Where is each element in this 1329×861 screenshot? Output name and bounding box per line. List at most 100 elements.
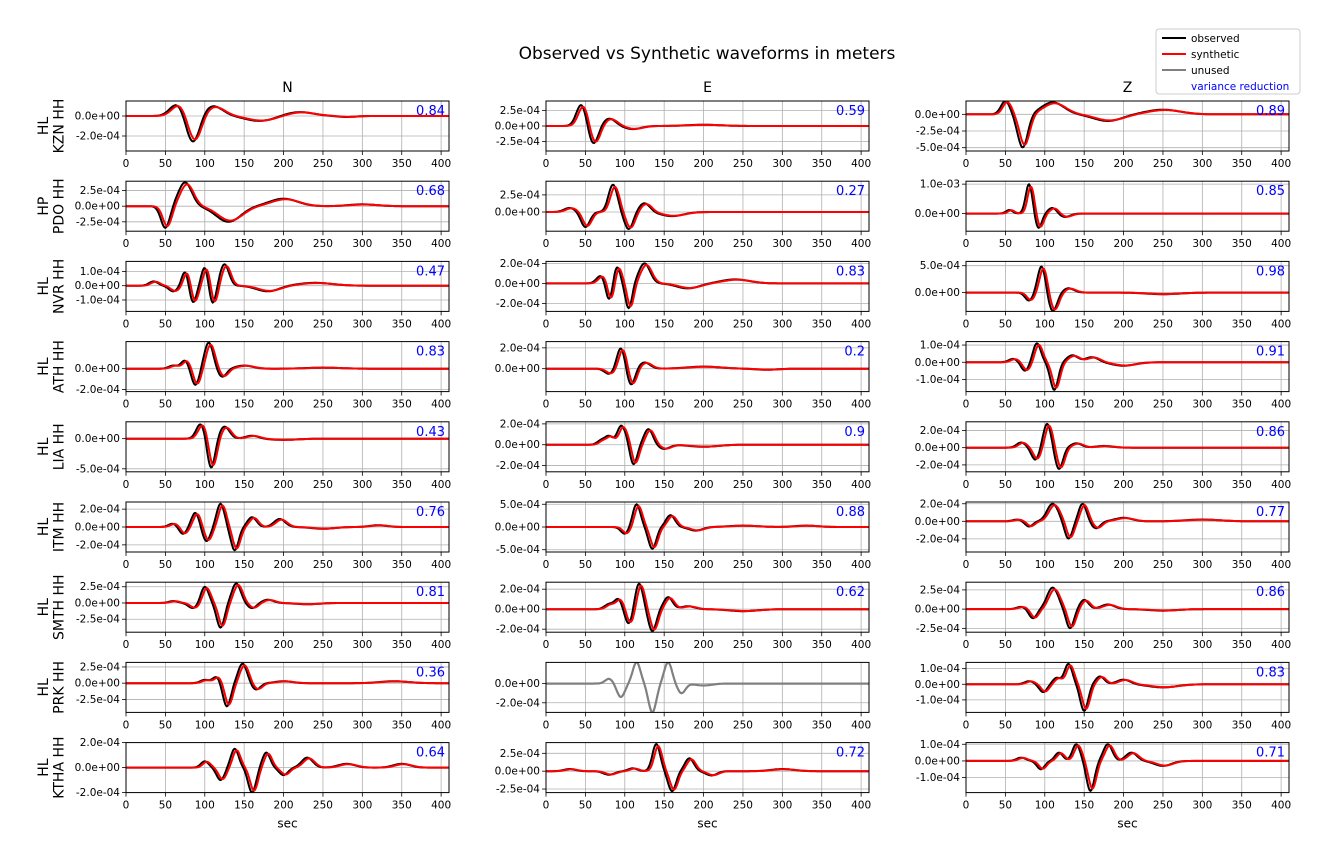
panel-frame: [545, 661, 870, 713]
variance-reduction-value: 0.43: [416, 425, 445, 440]
y-tick-label: -2.0e-04: [916, 533, 960, 545]
panel-3-e: 0 50 100 150 200 250 300 350 400 2.0e-04 0.0e+00 0.…: [495, 341, 871, 411]
x-tick-label: 200: [274, 399, 294, 411]
x-tick-label: 150: [654, 158, 674, 170]
y-tick-label: -2.0e-04: [916, 459, 960, 471]
x-tick-label: 250: [1153, 800, 1173, 812]
x-tick-label: 150: [654, 639, 674, 651]
x-tick-label: 300: [352, 158, 372, 170]
y-tick-label: 0.0e+00: [75, 280, 120, 292]
y-tick-label: 0.0e+00: [915, 287, 960, 299]
x-tick-label: 250: [313, 479, 333, 491]
x-tick-label: 250: [1153, 639, 1173, 651]
variance-reduction-value: 0.77: [1256, 505, 1285, 520]
y-tick-label: 2.5e-04: [80, 581, 121, 593]
x-tick-label: 350: [1232, 639, 1252, 651]
x-tick-label: 300: [1192, 399, 1212, 411]
x-tick-label: 350: [812, 158, 832, 170]
x-tick-label: 250: [733, 559, 753, 571]
x-tick-label: 0: [123, 238, 130, 250]
station-label: HLKZN HH: [36, 99, 67, 154]
x-tick-label: 400: [431, 800, 451, 812]
station-name-line: HL: [36, 437, 52, 456]
x-tick-label: 350: [1232, 238, 1252, 250]
observed-trace: [966, 743, 1289, 793]
x-tick-label: 50: [579, 479, 592, 491]
x-tick-label: 350: [392, 399, 412, 411]
synthetic-trace: [126, 424, 449, 467]
x-tick-label: 100: [195, 318, 215, 330]
y-tick-label: 0.0e+00: [495, 207, 540, 219]
x-tick-label: 400: [851, 479, 871, 491]
legend-label: observed: [1191, 33, 1240, 45]
x-tick-label: 0: [963, 719, 970, 731]
variance-reduction-value: 0.83: [836, 264, 865, 279]
synthetic-trace: [546, 584, 869, 631]
x-tick-label: 300: [352, 800, 372, 812]
y-tick-label: 2.0e-04: [500, 584, 541, 596]
x-tick-label: 0: [963, 800, 970, 812]
observed-trace: [126, 747, 449, 793]
station-name: HLITM HH: [36, 502, 67, 552]
panel-5-z: 0 50 100 150 200 250 300 350 400 2.0e-04 0.0e+00 -2…: [915, 498, 1291, 571]
x-tick-label: 250: [1153, 479, 1173, 491]
x-tick-label: 200: [694, 639, 714, 651]
x-tick-label: 300: [352, 238, 372, 250]
x-tick-label: 150: [1074, 318, 1094, 330]
synthetic-trace: [966, 267, 1289, 311]
y-tick-label: -2.5e-04: [76, 614, 120, 626]
x-tick-label: 200: [694, 158, 714, 170]
x-tick-label: 100: [615, 318, 635, 330]
y-tick-label: 1.0e-04: [920, 739, 961, 751]
x-tick-label: 100: [1035, 559, 1055, 571]
x-tick-label: 300: [1192, 719, 1212, 731]
x-tick-label: 50: [579, 800, 592, 812]
synthetic-trace: [966, 185, 1289, 228]
synthetic-trace: [966, 504, 1289, 539]
y-tick-label: -2.0e-04: [76, 131, 120, 143]
x-tick-label: 100: [195, 719, 215, 731]
panel-frame: [125, 581, 450, 633]
x-tick-label: 100: [615, 238, 635, 250]
x-tick-label: 200: [274, 719, 294, 731]
x-tick-label: 150: [1074, 559, 1094, 571]
x-tick-label: 200: [274, 800, 294, 812]
x-tick-label: 0: [963, 559, 970, 571]
x-tick-label: 250: [313, 719, 333, 731]
y-tick-label: -2.5e-04: [916, 126, 960, 138]
x-tick-label: 0: [123, 318, 130, 330]
x-tick-label: 250: [733, 479, 753, 491]
y-tick-label: 2.5e-04: [500, 748, 541, 760]
synthetic-trace: [126, 664, 449, 706]
x-tick-label: 250: [313, 639, 333, 651]
x-tick-label: 100: [1035, 399, 1055, 411]
x-axis-label: sec: [1117, 817, 1137, 831]
x-tick-label: 400: [851, 318, 871, 330]
x-tick-label: 150: [234, 318, 254, 330]
panel-3-z: 0 50 100 150 200 250 300 350 400 1.0e-04 0.0e+00 -1…: [915, 340, 1291, 411]
x-tick-label: 300: [1192, 238, 1212, 250]
panel-0-n: 0 50 100 150 200 250 300 350 400 0.0e+00 -2.0e-04 0…: [75, 100, 451, 170]
panel-frame: [125, 100, 450, 152]
x-tick-label: 300: [1192, 639, 1212, 651]
x-tick-label: 200: [1114, 158, 1134, 170]
x-tick-label: 350: [812, 800, 832, 812]
legend-label: variance reduction: [1191, 81, 1289, 93]
y-tick-label: 2.0e-04: [920, 498, 961, 510]
y-tick-label: 0.0e+00: [495, 121, 540, 133]
y-tick-label: -2.5e-04: [496, 784, 540, 796]
x-tick-label: 350: [812, 559, 832, 571]
x-tick-label: 150: [234, 158, 254, 170]
synthetic-trace: [966, 664, 1289, 710]
x-tick-label: 250: [313, 800, 333, 812]
x-tick-label: 350: [812, 318, 832, 330]
x-tick-label: 50: [579, 559, 592, 571]
y-tick-label: -2.0e-04: [496, 298, 540, 310]
x-tick-label: 250: [733, 238, 753, 250]
x-tick-label: 400: [431, 559, 451, 571]
x-tick-label: 50: [999, 639, 1012, 651]
station-name-line: PRK HH: [51, 661, 67, 714]
x-tick-label: 250: [733, 639, 753, 651]
y-tick-label: 5.0e-04: [920, 260, 961, 272]
x-tick-label: 100: [195, 639, 215, 651]
